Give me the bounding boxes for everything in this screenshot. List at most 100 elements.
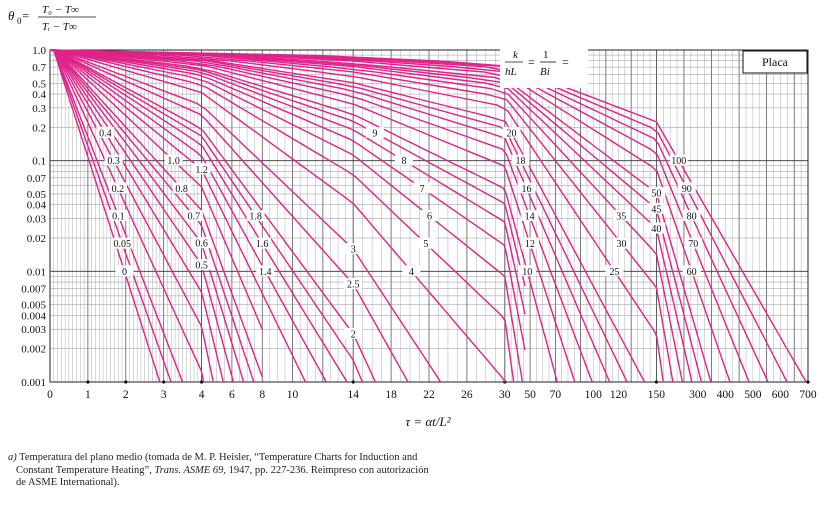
curve-line [49, 49, 526, 287]
curve-label-bg [647, 222, 666, 234]
curve-label-bg [113, 237, 132, 249]
curve-line [49, 49, 731, 383]
curve-label: 7 [420, 184, 425, 195]
placa-label: Placa [762, 55, 789, 69]
y-tick-label: 0.05 [27, 189, 47, 201]
y-tick-label: 0.007 [21, 283, 46, 295]
curve-label: 1.4 [259, 267, 272, 278]
legend-k: k [513, 49, 519, 61]
caption-text-2: Constant Temperature Heating”, [16, 464, 155, 476]
curve-label-bg [669, 154, 688, 166]
curve-line [49, 49, 674, 383]
curve-label: 18 [515, 156, 525, 167]
curve-label: 0.7 [188, 212, 201, 223]
curve-line [49, 49, 515, 383]
curve-label-bg [192, 163, 211, 175]
caption-text-1: Temperatura del plano medio (tomada de M… [16, 452, 418, 463]
curve-label-bg [104, 154, 123, 166]
y-tick-label: 0.02 [27, 233, 46, 245]
curve-label: 12 [525, 239, 535, 250]
curve-label: 0.05 [114, 239, 132, 250]
placa-box: Placa [742, 50, 808, 74]
x-tick-label: 26 [461, 389, 473, 401]
curve-label: 0.2 [112, 184, 125, 195]
curve-label-bg [344, 278, 363, 290]
legend-bi: Bi [540, 66, 550, 78]
caption-line-3: de ASME International). [8, 477, 488, 490]
curve-label-bg [344, 243, 363, 255]
curve-label-bg [394, 154, 413, 166]
curve-label: 25 [610, 267, 620, 278]
x-tick-label: 14 [347, 389, 359, 401]
curve-label-bg [520, 210, 539, 221]
curve-label-bg [365, 127, 384, 138]
curve-label-bg [164, 154, 183, 166]
curve-label-bg [416, 237, 435, 249]
legend-eq: = [528, 55, 535, 69]
curve-label: 1.2 [195, 165, 208, 176]
y-tick-label: 0.04 [27, 200, 47, 212]
curve-label-bg [402, 265, 421, 277]
caption-line-2: Constant Temperature Heating”, Trans. AS… [8, 465, 488, 478]
curve-line [49, 49, 628, 383]
y-tick-label: 0.003 [21, 324, 46, 336]
y-tick-label: 0.2 [32, 122, 46, 134]
curve-label: 70 [688, 239, 698, 250]
x-tick-label: 10 [287, 389, 299, 401]
y-tick-label: 0.001 [21, 377, 46, 389]
curve-label: 0.4 [99, 129, 112, 140]
y-axis-label: θ 0 = T₀ − T∞ Tᵢ − T∞ [8, 4, 96, 33]
curve-label-bg [420, 210, 439, 221]
curve-label: 35 [616, 212, 626, 223]
y-tick-label: 0.01 [27, 266, 46, 278]
curve-line [49, 49, 506, 383]
y-label-sub: 0 [17, 16, 22, 26]
x-tick-label: 2 [123, 389, 129, 401]
y-tick-label: 0.004 [21, 310, 46, 322]
curve-label-bg [520, 237, 539, 249]
axis-dot [162, 380, 166, 384]
y-tick-label: 0.5 [32, 78, 46, 90]
curve-label-bg [684, 237, 703, 249]
curve-line [50, 49, 214, 383]
curve-label-bg [647, 202, 666, 214]
curve-label: 3 [351, 245, 356, 256]
curve-label: 4 [409, 267, 414, 278]
curve-label-bg [677, 182, 696, 194]
curve-label-bg [109, 210, 128, 221]
legend-title-bg [500, 46, 588, 88]
axis-dot [86, 380, 90, 384]
curve-label-bg [344, 327, 363, 339]
curve-line [49, 49, 646, 383]
curve-label: 16 [522, 184, 532, 195]
curve-label-bg [612, 210, 631, 221]
curve-label-bg [96, 127, 115, 138]
curve-line [50, 49, 245, 383]
y-label-prefix: θ [8, 8, 15, 23]
curve-line [49, 49, 442, 383]
axis-break-dot [806, 380, 810, 384]
x-tick-label: 700 [799, 389, 817, 401]
curve-line [49, 49, 769, 383]
y-tick-labels: 1.0 0.7 0.50.4 0.3 0.2 0.1 0.07 0.050.04 0.03 0.0… [21, 45, 46, 389]
curve-label: 5 [423, 239, 428, 250]
caption-journal: Trans. ASME 69, [154, 464, 227, 476]
curve-label: 0.6 [195, 239, 208, 250]
axis-break-dot [200, 380, 204, 384]
caption-text-3: 1947, pp. 227-236. Reimpreso con autoriz… [226, 464, 429, 476]
curve-label: 9 [372, 129, 377, 140]
curve-label-bg [246, 210, 265, 221]
curve-label: 10 [522, 267, 532, 278]
caption-line-1: a) Temperatura del plano medio (tomada d… [8, 452, 488, 465]
legend-title: k hL = 1 Bi = [500, 46, 588, 88]
y-tick-label: 0.07 [27, 173, 47, 185]
curve-line [49, 49, 807, 383]
curve-label: 0.3 [107, 156, 120, 167]
y-tick-label: 0.002 [21, 344, 46, 356]
curve-label-bg [184, 210, 203, 221]
axis-break-dot [654, 380, 659, 384]
x-tick-label: 500 [744, 389, 762, 401]
curve-label: 2 [351, 329, 356, 340]
curve-label: 40 [651, 224, 661, 235]
curve-label: 60 [687, 267, 697, 278]
